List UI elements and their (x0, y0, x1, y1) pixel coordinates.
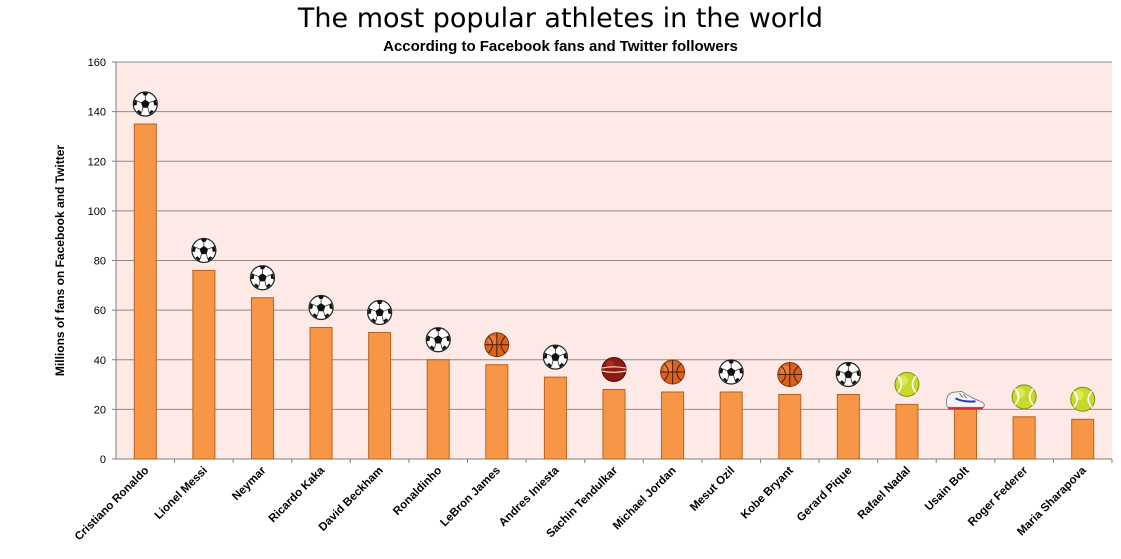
soccer-ball-icon (719, 360, 743, 384)
bar (1072, 419, 1094, 459)
x-tick-label: Neymar (230, 464, 269, 503)
x-tick-label: Lionel Messi (153, 465, 210, 522)
x-tick-label: LeBron James (438, 465, 503, 530)
x-tick-label: Kobe Bryant (739, 465, 796, 522)
bar (427, 360, 449, 459)
bar (134, 124, 156, 459)
bar (779, 394, 801, 459)
x-tick-label: Ronaldinho (391, 465, 444, 518)
soccer-ball-icon (250, 266, 274, 290)
bar (720, 392, 742, 459)
x-tick-label: Andres Iniesta (497, 464, 562, 529)
y-tick-label: 60 (94, 305, 106, 317)
soccer-ball-icon (543, 345, 567, 369)
bar (310, 327, 332, 459)
y-tick-label: 120 (88, 156, 106, 168)
y-axis-label: Millions of fans on Facebook and Twitter (53, 145, 67, 376)
x-tick-label: Gerard Pique (795, 465, 855, 525)
y-tick-label: 140 (88, 107, 106, 119)
soccer-ball-icon (836, 362, 860, 386)
cricket-ball-icon (602, 358, 626, 382)
bar (662, 392, 684, 459)
x-tick-label: Mesut Ozil (688, 465, 737, 514)
basketball-icon (778, 362, 802, 386)
bar (369, 332, 391, 459)
soccer-ball-icon (309, 295, 333, 319)
x-tick-label: Michael Jordan (611, 465, 679, 533)
basketball-icon (485, 333, 509, 357)
bar (603, 390, 625, 459)
x-tick-label: Ricardo Kaka (267, 464, 328, 525)
x-tick-label: Usain Bolt (923, 465, 972, 514)
y-tick-label: 0 (100, 454, 106, 466)
bar (544, 377, 566, 459)
y-tick-label: 40 (94, 355, 106, 367)
x-tick-label: David Beckham (317, 465, 386, 534)
tennis-ball-icon (1071, 387, 1095, 411)
soccer-ball-icon (192, 238, 216, 262)
y-tick-label: 160 (88, 57, 106, 69)
bar (955, 409, 977, 459)
bar (837, 394, 859, 459)
soccer-ball-icon (368, 300, 392, 324)
soccer-ball-icon (133, 92, 157, 116)
tennis-ball-icon (895, 372, 919, 396)
basketball-icon (661, 360, 685, 384)
bar (486, 365, 508, 459)
y-tick-label: 100 (88, 206, 106, 218)
bar (896, 404, 918, 459)
bar (251, 298, 273, 459)
x-tick-label: Roger Federer (966, 464, 1030, 528)
y-tick-label: 20 (94, 404, 106, 416)
soccer-ball-icon (426, 328, 450, 352)
y-tick-label: 80 (94, 256, 106, 268)
bar (1013, 417, 1035, 459)
x-tick-label: Rafael Nadal (856, 465, 913, 522)
tennis-ball-icon (1012, 385, 1036, 409)
bar (193, 270, 215, 459)
x-tick-label: Cristiano Ronaldo (73, 465, 152, 544)
